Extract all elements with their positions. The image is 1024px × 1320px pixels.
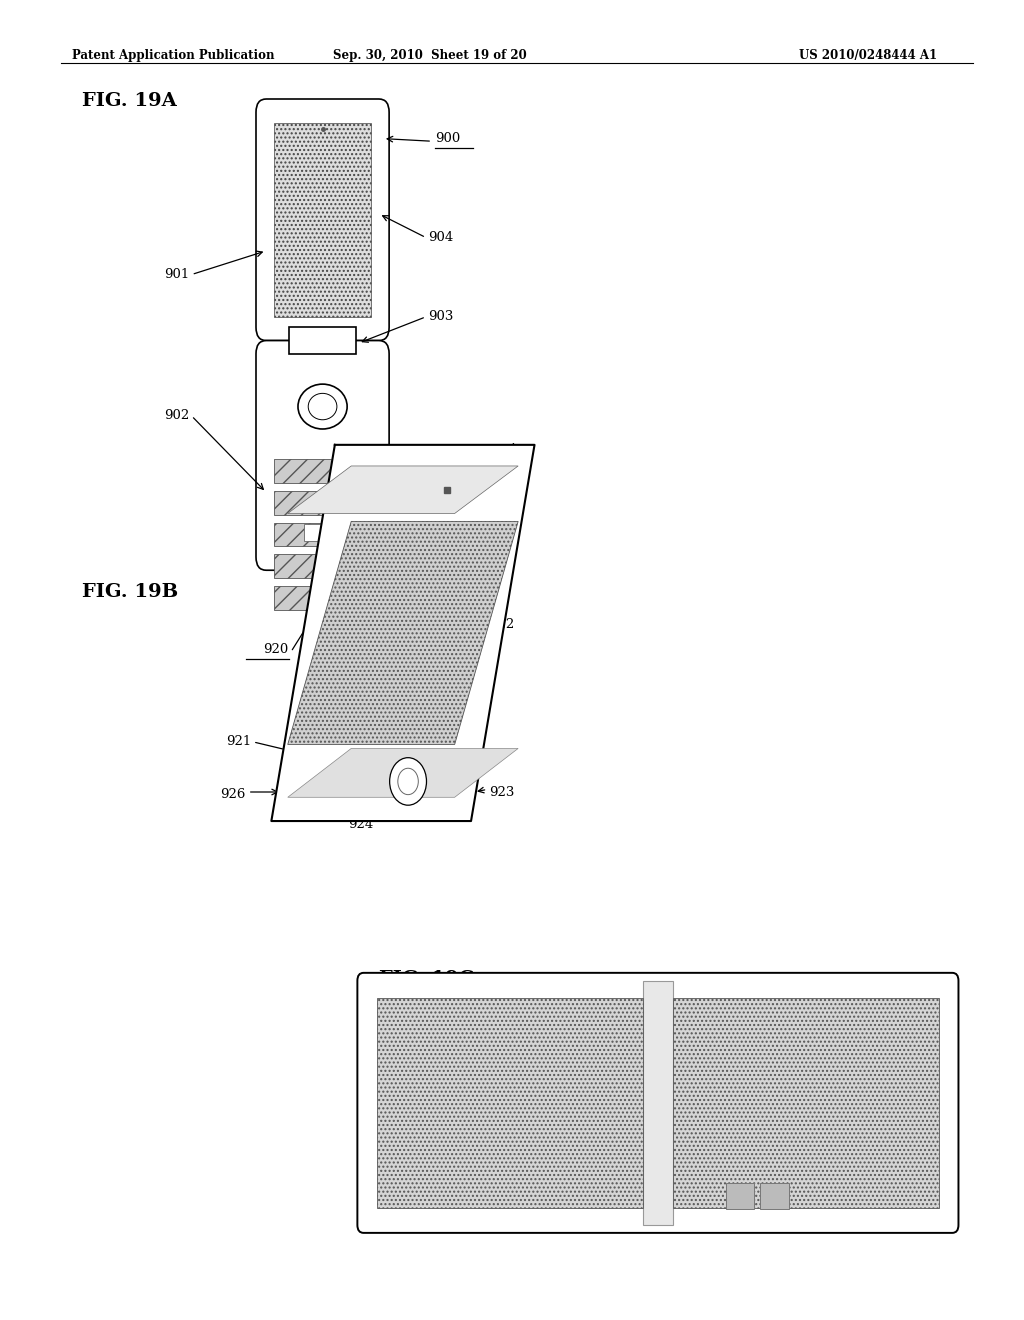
- Text: Patent Application Publication: Patent Application Publication: [72, 49, 274, 62]
- Text: US 2010/0248444 A1: US 2010/0248444 A1: [799, 49, 937, 62]
- FancyBboxPatch shape: [674, 998, 939, 1208]
- Text: 970: 970: [559, 994, 584, 1007]
- Text: 925: 925: [360, 607, 386, 620]
- FancyBboxPatch shape: [357, 973, 958, 1233]
- Bar: [643, 981, 674, 1225]
- Text: 903: 903: [428, 310, 454, 323]
- Text: FIG. 19C: FIG. 19C: [379, 970, 474, 989]
- FancyBboxPatch shape: [377, 998, 643, 1208]
- Text: 924: 924: [348, 818, 373, 832]
- Ellipse shape: [308, 393, 337, 420]
- Polygon shape: [288, 466, 518, 513]
- FancyBboxPatch shape: [256, 99, 389, 341]
- Text: 971: 971: [738, 994, 763, 1007]
- Bar: [761, 1183, 790, 1209]
- Text: 972: 972: [620, 1171, 644, 1184]
- Text: 900: 900: [435, 132, 461, 145]
- Text: FIG. 19A: FIG. 19A: [82, 92, 177, 111]
- Text: 904: 904: [428, 231, 454, 244]
- Polygon shape: [288, 748, 518, 797]
- Bar: [274, 459, 371, 483]
- Text: 901: 901: [164, 268, 189, 281]
- Text: 977: 977: [461, 994, 485, 1007]
- Text: 926: 926: [220, 788, 246, 801]
- Circle shape: [398, 768, 419, 795]
- Text: 922: 922: [489, 618, 515, 631]
- Bar: [289, 327, 356, 354]
- Bar: [304, 524, 341, 541]
- Text: 975: 975: [684, 994, 709, 1007]
- FancyBboxPatch shape: [256, 341, 389, 570]
- Bar: [726, 1183, 755, 1209]
- Text: 921: 921: [225, 735, 251, 748]
- Text: Sep. 30, 2010  Sheet 19 of 20: Sep. 30, 2010 Sheet 19 of 20: [333, 49, 527, 62]
- Text: FIG. 19B: FIG. 19B: [82, 583, 178, 602]
- Bar: [274, 523, 371, 546]
- Text: 902: 902: [164, 409, 189, 422]
- Bar: [274, 554, 371, 578]
- Bar: [274, 586, 371, 610]
- Ellipse shape: [298, 384, 347, 429]
- Text: 974: 974: [705, 1171, 729, 1184]
- Text: 923: 923: [489, 785, 515, 799]
- Text: 920: 920: [263, 643, 289, 656]
- Polygon shape: [271, 445, 535, 821]
- Text: 978: 978: [492, 1171, 516, 1184]
- Bar: [274, 491, 371, 515]
- Text: 906: 906: [415, 529, 440, 543]
- Text: 976: 976: [743, 1188, 768, 1201]
- Circle shape: [390, 758, 427, 805]
- Text: 973: 973: [507, 994, 531, 1007]
- FancyBboxPatch shape: [274, 123, 371, 317]
- Polygon shape: [288, 521, 518, 744]
